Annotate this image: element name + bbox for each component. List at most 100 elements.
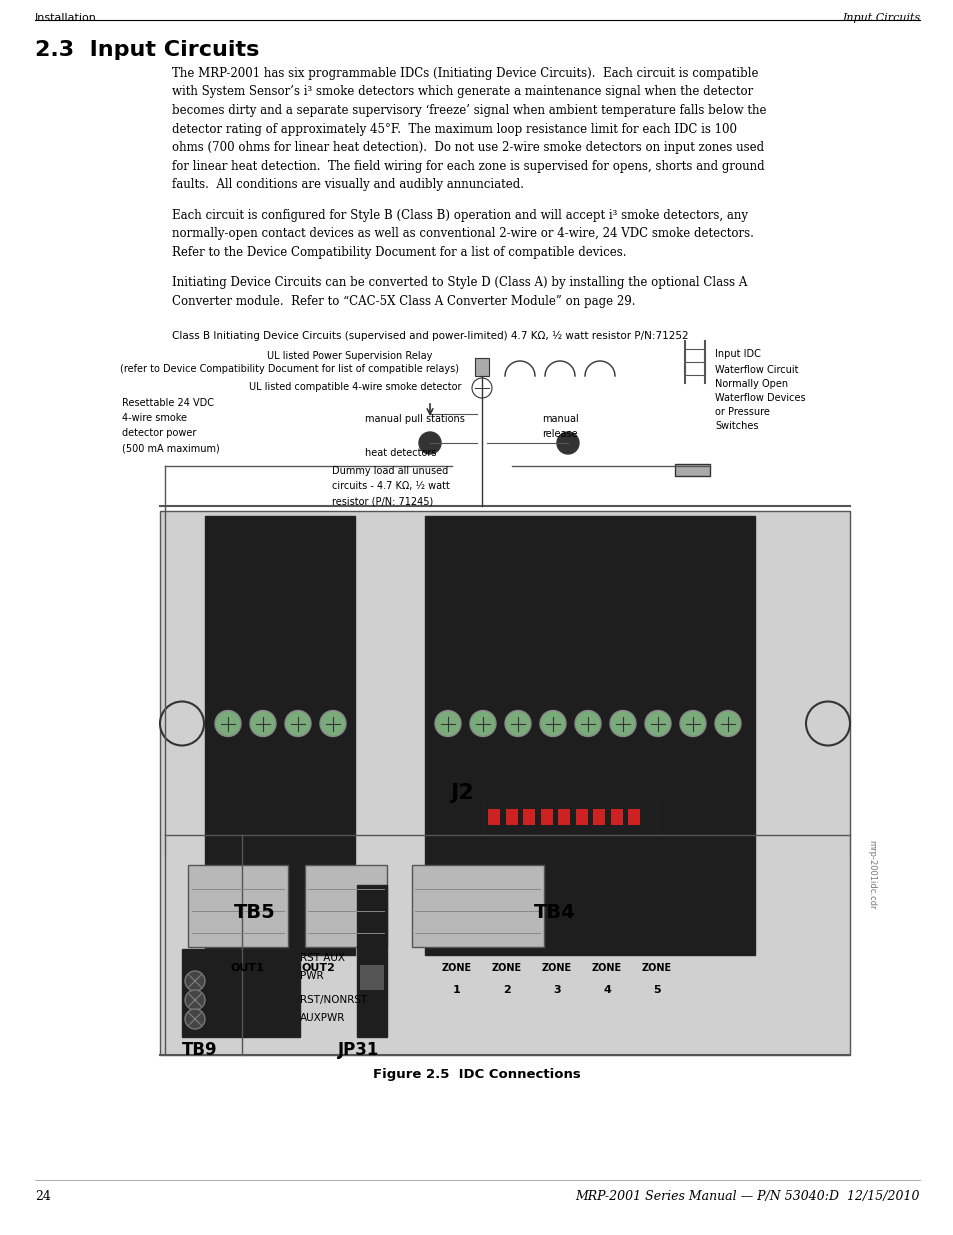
Circle shape [575, 710, 600, 736]
Text: ZONE: ZONE [492, 963, 521, 973]
Text: faults.  All conditions are visually and audibly annunciated.: faults. All conditions are visually and … [172, 178, 523, 191]
Circle shape [557, 432, 578, 454]
Text: detector power: detector power [122, 429, 196, 438]
Text: Class B Initiating Device Circuits (supervised and power-limited) 4.7 KΩ, ½ watt: Class B Initiating Device Circuits (supe… [172, 331, 688, 341]
Bar [675, 464, 709, 475]
Bar [558, 809, 569, 825]
Circle shape [185, 971, 205, 990]
Circle shape [250, 710, 275, 736]
Text: Input Circuits: Input Circuits [841, 14, 919, 23]
Text: becomes dirty and a separate supervisory ‘freeze’ signal when ambient temperatur: becomes dirty and a separate supervisory… [172, 104, 765, 117]
Circle shape [472, 378, 492, 398]
Text: TB9: TB9 [182, 1041, 217, 1058]
Text: Input IDC: Input IDC [714, 350, 760, 359]
Bar [575, 809, 587, 825]
Text: RST AUX: RST AUX [299, 953, 345, 963]
Text: Converter module.  Refer to “CAC-5X Class A Converter Module” on page 29.: Converter module. Refer to “CAC-5X Class… [172, 294, 635, 308]
Text: Normally Open: Normally Open [714, 379, 787, 389]
Text: UL listed compatible 4-wire smoke detector: UL listed compatible 4-wire smoke detect… [249, 382, 460, 391]
Text: circuits - 4.7 KΩ, ½ watt: circuits - 4.7 KΩ, ½ watt [332, 480, 450, 492]
Text: ZONE: ZONE [541, 963, 572, 973]
Bar [505, 809, 517, 825]
Text: OUT1: OUT1 [230, 963, 264, 973]
Circle shape [214, 710, 241, 736]
Text: 4: 4 [602, 986, 610, 995]
Text: normally-open contact devices as well as conventional 2-wire or 4-wire, 24 VDC s: normally-open contact devices as well as… [172, 227, 753, 240]
Text: Resettable 24 VDC: Resettable 24 VDC [122, 398, 213, 408]
Text: 1: 1 [453, 986, 460, 995]
Text: 3: 3 [553, 986, 560, 995]
Circle shape [609, 710, 636, 736]
Text: Figure 2.5  IDC Connections: Figure 2.5 IDC Connections [373, 1068, 580, 1081]
Text: or Pressure: or Pressure [714, 408, 769, 417]
Circle shape [185, 1009, 205, 1029]
Text: Installation: Installation [35, 14, 97, 23]
Bar [627, 809, 639, 825]
Circle shape [185, 990, 205, 1010]
Bar [475, 358, 489, 375]
Circle shape [160, 701, 204, 746]
Text: ZONE: ZONE [641, 963, 671, 973]
Text: release: release [541, 429, 577, 438]
Text: 2: 2 [502, 986, 511, 995]
Bar [481, 797, 657, 835]
Bar [488, 809, 499, 825]
Text: ZONE: ZONE [591, 963, 621, 973]
Text: Switches: Switches [714, 421, 758, 431]
Text: for linear heat detection.  The field wiring for each zone is supervised for ope: for linear heat detection. The field wir… [172, 159, 763, 173]
Text: J2: J2 [450, 783, 473, 803]
Circle shape [679, 710, 705, 736]
Text: The MRP-2001 has six programmable IDCs (Initiating Device Circuits).  Each circu: The MRP-2001 has six programmable IDCs (… [172, 67, 758, 80]
Text: resistor (P/N: 71245): resistor (P/N: 71245) [332, 496, 433, 506]
Text: Dummy load all unused: Dummy load all unused [332, 466, 448, 475]
Circle shape [418, 432, 440, 454]
Bar [205, 516, 355, 955]
Circle shape [644, 710, 670, 736]
Text: PWR: PWR [299, 971, 323, 981]
Bar [182, 948, 299, 1037]
Text: Each circuit is configured for Style B (Class B) operation and will accept i³ sm: Each circuit is configured for Style B (… [172, 209, 747, 221]
Bar [356, 885, 387, 1037]
Bar [610, 809, 622, 825]
Text: (500 mA maximum): (500 mA maximum) [122, 443, 219, 453]
Text: TB4: TB4 [534, 903, 576, 923]
Text: Waterflow Circuit: Waterflow Circuit [714, 366, 798, 375]
Bar [540, 809, 552, 825]
Text: TB5: TB5 [233, 903, 275, 923]
Text: heat detectors: heat detectors [365, 448, 436, 458]
Text: 5: 5 [653, 986, 660, 995]
Bar [593, 809, 604, 825]
Text: 2.3  Input Circuits: 2.3 Input Circuits [35, 40, 259, 61]
Circle shape [319, 710, 346, 736]
Text: 4-wire smoke: 4-wire smoke [122, 412, 187, 424]
Text: Waterflow Devices: Waterflow Devices [714, 393, 804, 403]
Bar [522, 809, 535, 825]
Text: 24: 24 [35, 1191, 51, 1203]
Bar [160, 511, 849, 1055]
Text: mrp-2001idc.cdr: mrp-2001idc.cdr [866, 840, 876, 910]
Bar [424, 516, 754, 955]
Bar [359, 965, 384, 990]
Text: JP31: JP31 [337, 1041, 379, 1058]
Bar [188, 864, 288, 947]
Circle shape [805, 701, 849, 746]
Text: OUT2: OUT2 [301, 963, 335, 973]
Bar [305, 864, 387, 947]
Text: ZONE: ZONE [441, 963, 472, 973]
Text: Refer to the Device Compatibility Document for a list of compatible devices.: Refer to the Device Compatibility Docume… [172, 246, 626, 258]
Circle shape [504, 710, 531, 736]
Text: Initiating Device Circuits can be converted to Style D (Class A) by installing t: Initiating Device Circuits can be conver… [172, 275, 746, 289]
Text: detector rating of approximately 45°F.  The maximum loop resistance limit for ea: detector rating of approximately 45°F. T… [172, 122, 737, 136]
Text: with System Sensor’s i³ smoke detectors which generate a maintenance signal when: with System Sensor’s i³ smoke detectors … [172, 85, 753, 99]
Text: (refer to Device Compatibility Document for list of compatible relays): (refer to Device Compatibility Document … [120, 364, 459, 374]
Circle shape [714, 710, 740, 736]
Text: manual pull stations: manual pull stations [365, 414, 464, 424]
Circle shape [435, 710, 460, 736]
Text: manual: manual [541, 414, 578, 424]
Circle shape [470, 710, 496, 736]
Text: RST/NONRST: RST/NONRST [299, 995, 367, 1005]
Bar [412, 864, 543, 947]
Text: ohms (700 ohms for linear heat detection).  Do not use 2-wire smoke detectors on: ohms (700 ohms for linear heat detection… [172, 141, 763, 154]
Circle shape [285, 710, 311, 736]
Text: UL listed Power Supervision Relay: UL listed Power Supervision Relay [267, 351, 433, 361]
